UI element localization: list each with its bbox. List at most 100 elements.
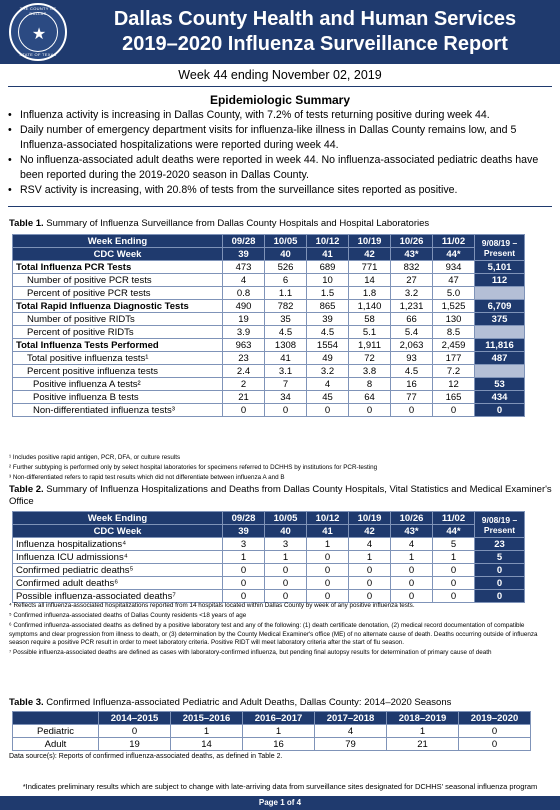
note: ¹ Includes positive rapid antigen, PCR, …	[9, 454, 181, 461]
column-header: 40	[264, 524, 307, 538]
table-cell: 5.4	[390, 325, 433, 339]
table-cell: 963	[222, 338, 265, 352]
table-cell: 0	[390, 563, 433, 577]
table-cell: 165	[432, 390, 475, 404]
table-cell: 0	[306, 403, 349, 417]
table-cell: 64	[348, 390, 391, 404]
note: ⁴ Reflects all influenza-associated hosp…	[9, 602, 415, 609]
county-seal-icon: THE COUNTY OF DALLAS ★ STATE OF TEXAS	[9, 3, 67, 61]
table-row: Influenza hospitalizations⁴ 3 3 1 4 4 5 23	[12, 537, 525, 551]
row-label: Total Rapid Influenza Diagnostic Tests	[12, 299, 223, 313]
table-cell: 8	[348, 377, 391, 391]
table-row: Total Influenza PCR Tests 473 526 689 771 832…	[12, 260, 525, 274]
table-cell: 1	[264, 550, 307, 564]
season-header: 2014–2015	[98, 711, 171, 725]
row-label: Confirmed adult deaths⁶	[12, 576, 223, 590]
hospitalizations-deaths-table: Week Ending 09/28 10/05 10/12 10/19 10/26 11/0…	[12, 511, 525, 603]
table-cell: 0	[432, 576, 475, 590]
table-cell: 0	[264, 403, 307, 417]
table-cell: 0	[306, 589, 349, 603]
table-cell: 41	[264, 351, 307, 365]
table-cell: 1,911	[348, 338, 391, 352]
table-cell: 0	[432, 563, 475, 577]
table-cell: 832	[390, 260, 433, 274]
week-ending-label: Week Ending	[12, 511, 223, 525]
table-row: Percent of positive PCR tests 0.8 1.1 1.5 1.…	[12, 286, 525, 300]
table-cell: 4.5	[264, 325, 307, 339]
present-cell: 0	[474, 589, 525, 603]
table-cell: 1	[348, 550, 391, 564]
table-cell: 35	[264, 312, 307, 326]
table1-caption: Table 1. Summary of Influenza Surveillan…	[9, 218, 430, 229]
table-cell: 10	[306, 273, 349, 287]
corner-cell	[12, 711, 99, 725]
table-cell: 19	[222, 312, 265, 326]
column-header: 10/12	[306, 511, 349, 525]
table-cell: 0	[264, 576, 307, 590]
header-row: CDC Week 39 40 41 42 43* 44*	[12, 524, 525, 538]
table-cell: 2,459	[432, 338, 475, 352]
column-header: 10/26	[390, 511, 433, 525]
deaths-by-season-table: 2014–2015 2015–2016 2016–2017 2017–2018 2018…	[12, 711, 531, 751]
row-label: Adult	[12, 737, 99, 751]
row-label: Total positive influenza tests¹	[12, 351, 223, 365]
present-cell	[474, 364, 525, 378]
table-cell: 1,140	[348, 299, 391, 313]
table-row: Confirmed pediatric deaths⁵ 0 0 0 0 0 0 0	[12, 563, 525, 577]
present-cell: 5,101	[474, 260, 525, 274]
note: ² Further subtyping is performed only by…	[9, 464, 378, 471]
column-header: 42	[348, 524, 391, 538]
season-header: 2019–2020	[458, 711, 531, 725]
present-cell: 5	[474, 550, 525, 564]
table-cell: 1	[390, 550, 433, 564]
table-cell: 3.9	[222, 325, 265, 339]
table-row: Non-differentiated influenza tests³ 0 0 0 0 0…	[12, 403, 525, 417]
report-title-line1: Dallas County Health and Human Services	[113, 8, 517, 30]
header-row: Week Ending 09/28 10/05 10/12 10/19 10/26 11/0…	[12, 234, 525, 261]
note: ⁶ Confirmed influenza-associated deaths …	[9, 622, 538, 646]
summary-bullet: Influenza activity is increasing in Dall…	[8, 108, 554, 123]
table-cell: 5.1	[348, 325, 391, 339]
note: ³ Non-differentiated refers to rapid tes…	[9, 474, 285, 481]
table-cell: 0	[222, 403, 265, 417]
header-row: Week Ending 09/28 10/05 10/12 10/19 10/26 11/0…	[12, 511, 525, 538]
table-cell: 79	[314, 737, 387, 751]
season-header: 2017–2018	[314, 711, 387, 725]
table-cell: 4	[306, 377, 349, 391]
table-row: Pediatric 0 1 1 4 1 0	[12, 724, 531, 738]
table-cell: 1554	[306, 338, 349, 352]
table-cell: 130	[432, 312, 475, 326]
note: ⁵ Confirmed influenza-associated deaths …	[9, 612, 247, 619]
table-cell: 1.5	[306, 286, 349, 300]
column-header: 10/26	[390, 234, 433, 248]
table-row: Percent positive influenza tests 2.4 3.1 3.…	[12, 364, 525, 378]
table-cell: 66	[390, 312, 433, 326]
header-row: CDC Week 39 40 41 42 43* 44*	[12, 247, 525, 261]
table-cell: 782	[264, 299, 307, 313]
table-row: Number of positive RIDTs 19 35 39 58 66 130 375	[12, 312, 525, 326]
row-label: Percent of positive RIDTs	[12, 325, 223, 339]
table-row: Influenza ICU admissions⁴ 1 1 0 1 1 1 5	[12, 550, 525, 564]
present-cell: 0	[474, 576, 525, 590]
table-cell: 1	[432, 550, 475, 564]
table-cell: 3.8	[348, 364, 391, 378]
table-cell: 49	[306, 351, 349, 365]
table-row: Positive influenza B tests 21 34 45 64 77 165 4…	[12, 390, 525, 404]
table-cell: 2	[222, 377, 265, 391]
column-header: 41	[306, 247, 349, 261]
table-cell: 72	[348, 351, 391, 365]
table-cell: 473	[222, 260, 265, 274]
table-cell: 3.2	[390, 286, 433, 300]
table-cell: 8.5	[432, 325, 475, 339]
column-header: 43*	[390, 247, 433, 261]
table-cell: 0	[348, 589, 391, 603]
note: ⁷ Possible influenza-associated deaths a…	[9, 649, 492, 656]
table-cell: 0	[264, 563, 307, 577]
table-cell: 23	[222, 351, 265, 365]
summary-bullet: RSV activity is increasing, with 20.8% o…	[8, 183, 554, 198]
table-cell: 47	[432, 273, 475, 287]
table-cell: 0	[458, 737, 531, 751]
column-header: 10/19	[348, 511, 391, 525]
row-label: Total Influenza Tests Performed	[12, 338, 223, 352]
table-cell: 490	[222, 299, 265, 313]
